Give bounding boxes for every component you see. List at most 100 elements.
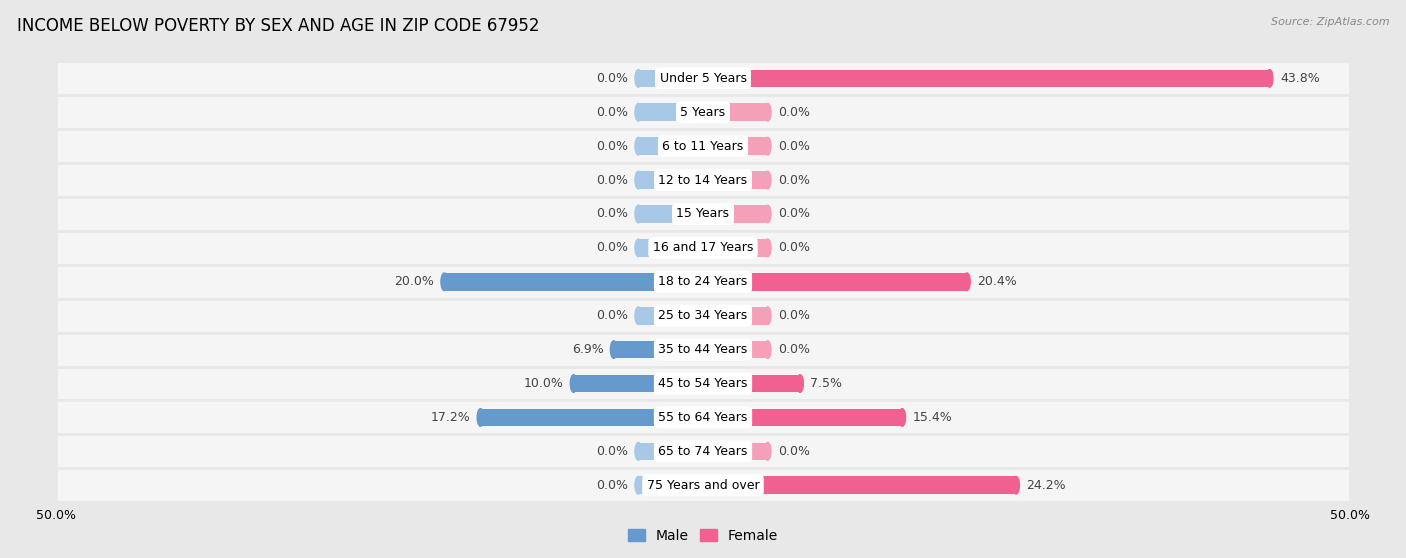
Circle shape (636, 171, 641, 189)
Text: 0.0%: 0.0% (778, 174, 810, 186)
Bar (56, 231, 1350, 265)
Circle shape (700, 375, 706, 392)
Text: 0.0%: 0.0% (778, 208, 810, 220)
Bar (703, 477, 1017, 494)
Text: INCOME BELOW POVERTY BY SEX AND AGE IN ZIP CODE 67952: INCOME BELOW POVERTY BY SEX AND AGE IN Z… (17, 17, 540, 35)
Circle shape (636, 477, 641, 494)
Bar (703, 375, 800, 392)
Text: 0.0%: 0.0% (596, 72, 628, 85)
Bar (638, 239, 703, 257)
Circle shape (898, 408, 905, 426)
Circle shape (636, 137, 641, 155)
Text: 0.0%: 0.0% (596, 106, 628, 119)
Bar (638, 171, 703, 189)
Circle shape (636, 307, 641, 325)
Circle shape (700, 205, 706, 223)
Circle shape (571, 375, 576, 392)
Text: 0.0%: 0.0% (778, 140, 810, 153)
Text: 75 Years and over: 75 Years and over (647, 479, 759, 492)
Circle shape (765, 239, 770, 257)
Circle shape (700, 273, 706, 291)
Text: 0.0%: 0.0% (778, 309, 810, 322)
Text: 18 to 24 Years: 18 to 24 Years (658, 275, 748, 288)
Circle shape (700, 239, 706, 257)
Circle shape (700, 341, 706, 358)
Text: 0.0%: 0.0% (596, 174, 628, 186)
Bar (56, 95, 1350, 129)
Bar (638, 205, 703, 223)
Text: 20.4%: 20.4% (977, 275, 1017, 288)
Text: 0.0%: 0.0% (778, 445, 810, 458)
Circle shape (700, 103, 706, 121)
Text: 0.0%: 0.0% (778, 106, 810, 119)
Text: 7.5%: 7.5% (810, 377, 842, 390)
Bar (703, 442, 768, 460)
Text: 0.0%: 0.0% (596, 140, 628, 153)
Circle shape (797, 375, 803, 392)
Circle shape (700, 273, 706, 291)
Text: Under 5 Years: Under 5 Years (659, 72, 747, 85)
Circle shape (700, 171, 706, 189)
Circle shape (477, 408, 484, 426)
Legend: Male, Female: Male, Female (623, 523, 783, 548)
Bar (481, 408, 703, 426)
Bar (56, 367, 1350, 401)
Bar (703, 103, 768, 121)
Circle shape (700, 477, 706, 494)
Text: 55 to 64 Years: 55 to 64 Years (658, 411, 748, 424)
Bar (56, 401, 1350, 434)
Bar (444, 273, 703, 291)
Text: 35 to 44 Years: 35 to 44 Years (658, 343, 748, 356)
Circle shape (765, 205, 770, 223)
Bar (56, 468, 1350, 502)
Text: 6.9%: 6.9% (572, 343, 603, 356)
Text: 0.0%: 0.0% (778, 242, 810, 254)
Circle shape (441, 273, 447, 291)
Text: 25 to 34 Years: 25 to 34 Years (658, 309, 748, 322)
Text: 5 Years: 5 Years (681, 106, 725, 119)
Circle shape (700, 205, 706, 223)
Circle shape (636, 442, 641, 460)
Text: 65 to 74 Years: 65 to 74 Years (658, 445, 748, 458)
Circle shape (765, 103, 770, 121)
Text: 6 to 11 Years: 6 to 11 Years (662, 140, 744, 153)
Circle shape (700, 442, 706, 460)
Text: 24.2%: 24.2% (1026, 479, 1066, 492)
Text: 15.4%: 15.4% (912, 411, 952, 424)
Bar (56, 265, 1350, 299)
Circle shape (700, 307, 706, 325)
Bar (56, 434, 1350, 468)
Circle shape (765, 307, 770, 325)
Bar (703, 171, 768, 189)
Circle shape (636, 103, 641, 121)
Bar (703, 70, 1270, 87)
Circle shape (765, 171, 770, 189)
Bar (638, 442, 703, 460)
Bar (703, 341, 768, 358)
Text: 0.0%: 0.0% (596, 479, 628, 492)
Circle shape (610, 341, 617, 358)
Bar (56, 299, 1350, 333)
Text: 0.0%: 0.0% (596, 445, 628, 458)
Circle shape (700, 239, 706, 257)
Text: 17.2%: 17.2% (430, 411, 470, 424)
Bar (56, 129, 1350, 163)
Bar (56, 333, 1350, 367)
Bar (56, 197, 1350, 231)
Circle shape (700, 341, 706, 358)
Text: 43.8%: 43.8% (1279, 72, 1320, 85)
Circle shape (700, 70, 706, 87)
Bar (703, 137, 768, 155)
Circle shape (1012, 477, 1019, 494)
Circle shape (765, 137, 770, 155)
Circle shape (963, 273, 970, 291)
Circle shape (700, 137, 706, 155)
Bar (638, 477, 703, 494)
Text: 0.0%: 0.0% (778, 343, 810, 356)
Circle shape (636, 239, 641, 257)
Bar (638, 307, 703, 325)
Text: 20.0%: 20.0% (394, 275, 434, 288)
Circle shape (700, 477, 706, 494)
Bar (638, 137, 703, 155)
Circle shape (1267, 70, 1272, 87)
